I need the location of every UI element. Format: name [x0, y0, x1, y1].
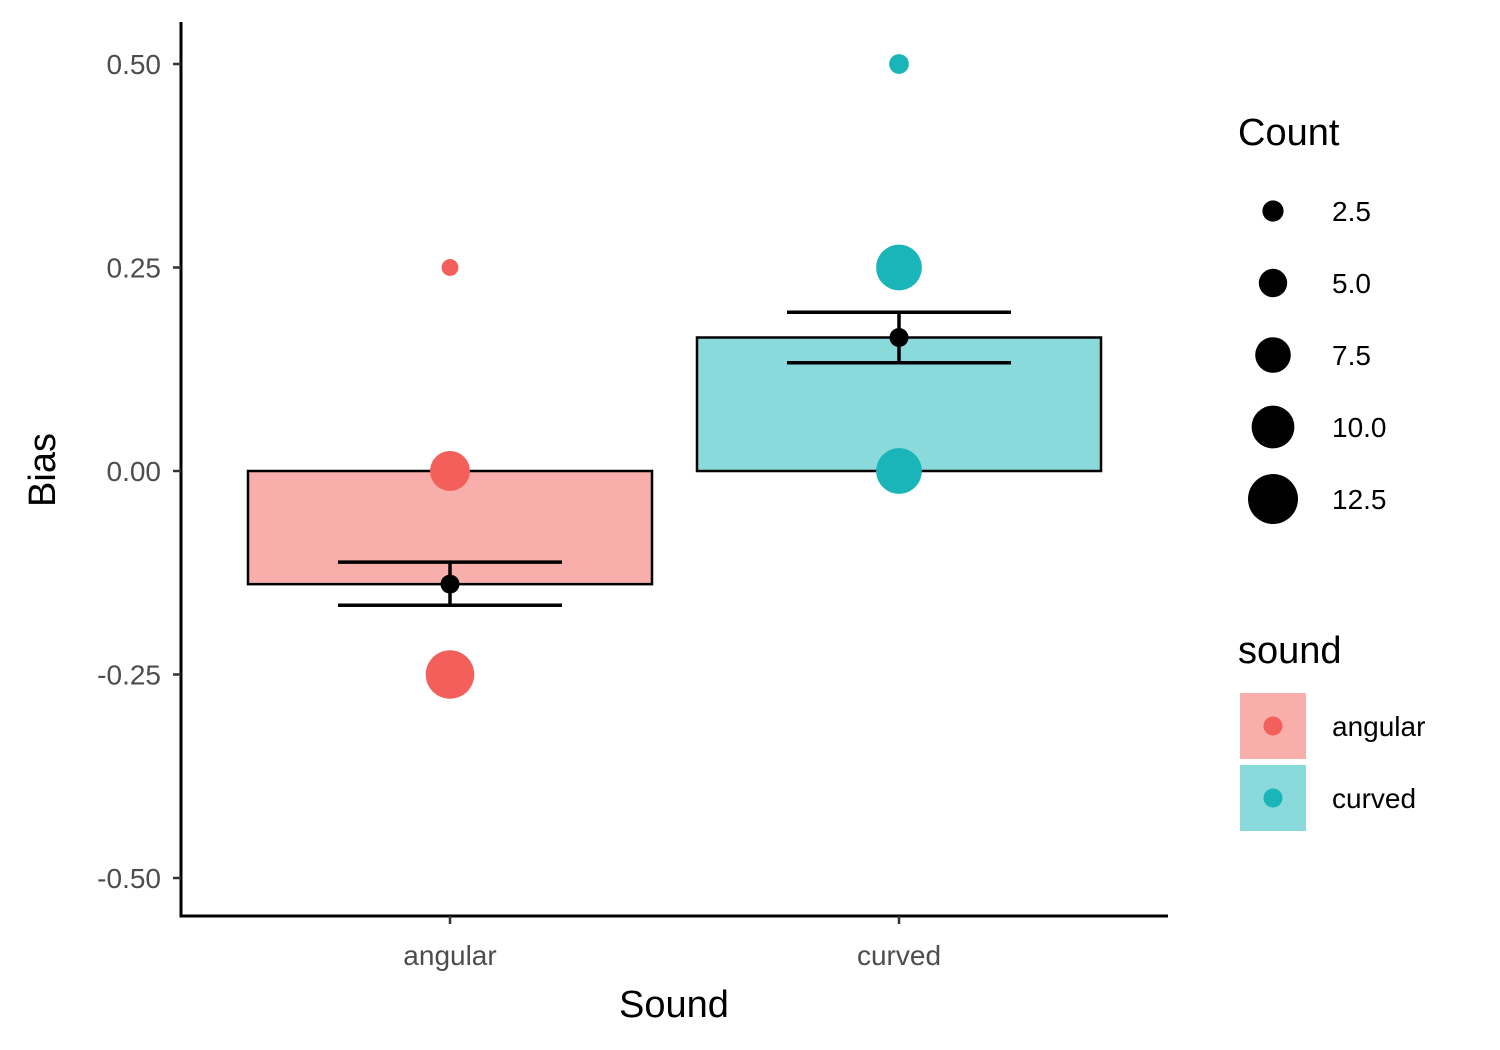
mean-point-curved [889, 328, 909, 348]
fill-legend-dot-angular [1263, 716, 1283, 736]
size-legend-label: 10.0 [1332, 412, 1387, 443]
size-legend-label: 2.5 [1332, 196, 1371, 227]
bars-layer [246, 336, 1103, 586]
count-point-curved [876, 244, 922, 291]
y-tick-label: -0.50 [97, 863, 161, 894]
fill-legend-label: curved [1332, 783, 1416, 814]
fill-legend-dot-curved [1263, 788, 1283, 808]
size-legend-label: 5.0 [1332, 268, 1371, 299]
size-legend-key [1262, 200, 1284, 222]
x-tick-label: angular [403, 940, 496, 971]
y-tick-label: 0.50 [107, 49, 162, 80]
count-point-curved [876, 448, 922, 494]
size-legend-label: 12.5 [1332, 484, 1387, 515]
y-tick-label: 0.25 [107, 253, 162, 284]
size-legend-title: Count [1238, 112, 1340, 154]
size-legend-key [1251, 405, 1295, 449]
axes-layer: -0.50 -0.25 0.00 0.25 0.50 angular curved [97, 22, 1168, 971]
count-point-angular [425, 650, 475, 699]
fill-legend-title: sound [1238, 630, 1342, 672]
fill-legend-label: angular [1332, 711, 1425, 742]
y-tick-label: 0.00 [107, 456, 162, 487]
y-tick-label: -0.25 [97, 660, 161, 691]
size-legend-label: 7.5 [1332, 340, 1371, 371]
error-bars-layer [338, 310, 1011, 608]
y-axis-title: Bias [22, 433, 64, 507]
count-point-curved [889, 54, 909, 74]
count-points-layer [425, 54, 922, 699]
x-tick-label: curved [857, 940, 941, 971]
count-point-angular [430, 451, 470, 491]
size-legend-key [1258, 268, 1288, 298]
size-legend-key [1255, 337, 1291, 373]
mean-point-angular [440, 574, 460, 594]
x-axis-title: Sound [619, 984, 729, 1026]
size-legend-key [1248, 474, 1298, 524]
count-point-angular [441, 259, 459, 276]
legend-layer: Count sound 2.5 5.0 7.5 10.0 12.5 angular curv… [1238, 112, 1425, 831]
